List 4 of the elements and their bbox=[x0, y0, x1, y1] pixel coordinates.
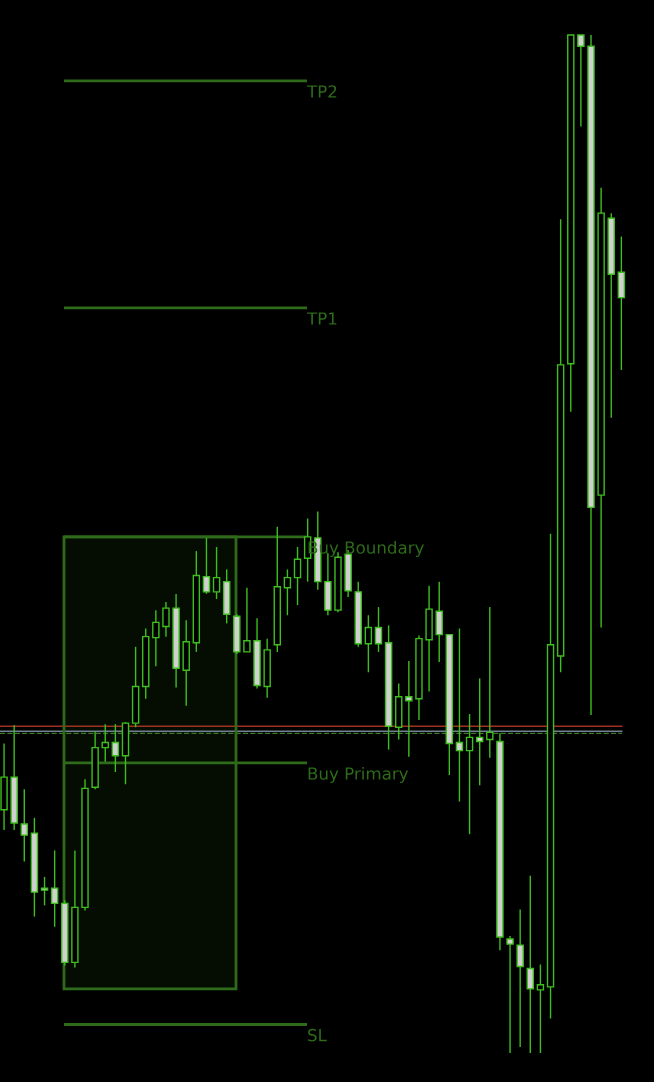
ref-line-label: TP1 bbox=[306, 312, 337, 325]
ref-line-label: Buy Primary bbox=[308, 766, 409, 784]
ref-line-label: TP2 bbox=[306, 85, 337, 98]
ref-line-label: SL bbox=[308, 1028, 327, 1042]
